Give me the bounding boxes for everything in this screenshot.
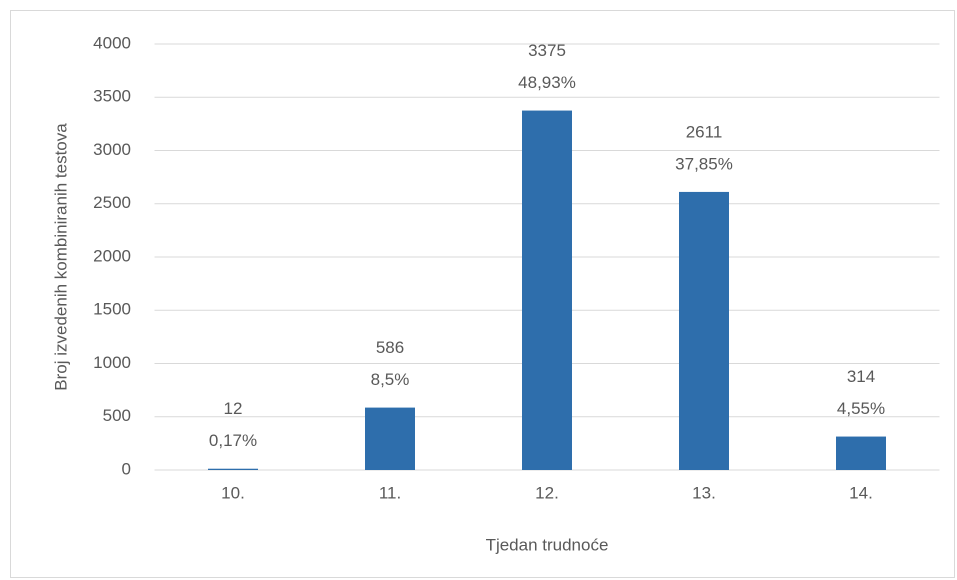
bar	[365, 407, 415, 470]
x-tick-label: 13.	[692, 483, 716, 502]
bar	[522, 110, 572, 470]
data-label: 314	[847, 367, 875, 386]
x-axis-title: Tjedan trudnoće	[486, 535, 609, 554]
data-label: 586	[376, 338, 404, 357]
y-tick-label: 3000	[93, 140, 131, 159]
bar	[679, 191, 729, 470]
x-tick-label: 14.	[849, 483, 873, 502]
percent-label: 4,55%	[837, 399, 885, 418]
y-tick-label: 3500	[93, 87, 131, 106]
y-tick-label: 500	[103, 406, 131, 425]
bar	[836, 436, 886, 470]
chart-border	[10, 10, 955, 578]
y-tick-label: 2500	[93, 193, 131, 212]
x-tick-label: 12.	[535, 483, 559, 502]
y-tick-label: 1000	[93, 353, 131, 372]
data-label: 2611	[686, 122, 723, 141]
data-label: 3375	[528, 41, 566, 60]
x-tick-label: 11.	[379, 483, 401, 502]
percent-label: 48,93%	[518, 73, 576, 92]
percent-label: 8,5%	[371, 370, 410, 389]
x-tick-label: 10.	[221, 483, 245, 502]
y-tick-label: 1500	[93, 300, 131, 319]
percent-label: 37,85%	[675, 154, 733, 173]
bar	[208, 468, 258, 470]
y-tick-label: 0	[122, 459, 131, 478]
y-tick-label: 4000	[93, 33, 131, 52]
y-axis-title: Broj izvedenih kombiniranih testova	[51, 123, 70, 391]
data-label: 12	[224, 399, 243, 418]
percent-label: 0,17%	[209, 431, 257, 450]
y-tick-label: 2000	[93, 246, 131, 265]
